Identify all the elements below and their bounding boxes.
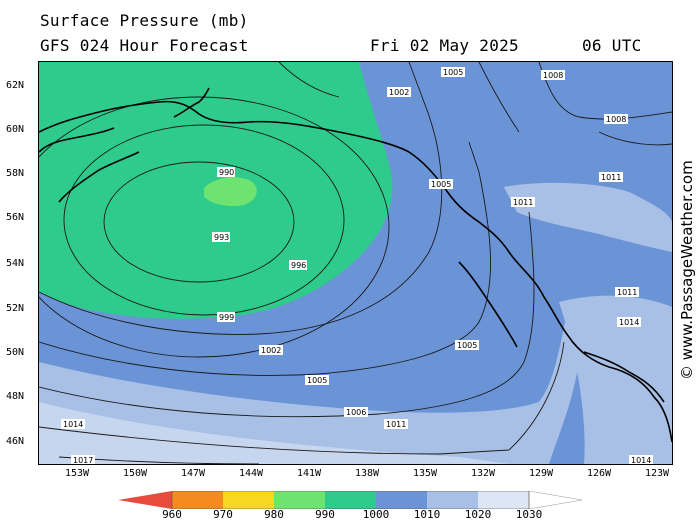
longitude-label: 126W (586, 468, 612, 479)
isobar-label: 1011 (617, 288, 637, 297)
pressure-band-1010-1020-interior (504, 182, 672, 252)
colorbar-label: 990 (315, 508, 335, 521)
forecast-time: 06 UTC (582, 36, 642, 55)
colorbar-swatch-980-990 (274, 491, 325, 509)
isobar-value-labels: 990 993 996 999 1002 1005 1006 1011 1014… (61, 67, 653, 464)
isobar-label: 1006 (346, 408, 366, 417)
isobar-label: 1014 (631, 456, 651, 464)
latitude-label: 54N (6, 258, 25, 269)
pressure-colorbar (118, 491, 582, 509)
pressure-band-980-990 (204, 177, 257, 206)
isobar-label: 1005 (431, 180, 451, 189)
pressure-band-1010-1020-east (559, 295, 672, 464)
colorbar-label: 960 (162, 508, 182, 521)
colorbar-swatch-1010-1020 (427, 491, 478, 509)
isobar-label: 1014 (63, 420, 83, 429)
isobar-label: 1011 (601, 173, 621, 182)
latitude-label: 50N (6, 347, 25, 358)
longitude-label: 123W (644, 468, 670, 479)
isobar-label: 1005 (443, 68, 463, 77)
longitude-label: 153W (64, 468, 90, 479)
colorbar-swatch-1030-plus (528, 491, 582, 509)
longitude-label: 132W (470, 468, 496, 479)
colorbar-label: 1010 (413, 508, 441, 521)
isobar-label: 1002 (389, 88, 409, 97)
latitude-label: 46N (6, 436, 25, 447)
latitude-label: 58N (6, 168, 25, 179)
isobar-label: 990 (219, 168, 234, 177)
latitude-label: 56N (6, 212, 25, 223)
pressure-band-1010-1020-south (39, 302, 584, 464)
latitude-label: 48N (6, 391, 25, 402)
forecast-date: Fri 02 May 2025 (370, 36, 519, 55)
longitude-label: 150W (122, 468, 148, 479)
isobar-label: 999 (219, 313, 234, 322)
isobar-label: 993 (214, 233, 229, 242)
colorbar-swatch-970-980 (223, 491, 274, 509)
longitude-label: 147W (180, 468, 206, 479)
colorbar-swatch-990-1000 (325, 491, 376, 509)
isobar-label: 1002 (261, 346, 281, 355)
isobar-label: 1008 (543, 71, 563, 80)
longitude-label: 135W (412, 468, 438, 479)
latitude-label: 60N (6, 124, 25, 135)
latitude-label: 62N (6, 80, 25, 91)
forecast-model-label: GFS 024 Hour Forecast (40, 36, 249, 55)
latitude-label: 52N (6, 303, 25, 314)
isobar-label: 1005 (307, 376, 327, 385)
longitude-label: 141W (296, 468, 322, 479)
longitude-label: 144W (238, 468, 264, 479)
isobar-label: 1011 (513, 198, 533, 207)
pressure-map: 990 993 996 999 1002 1005 1006 1011 1014… (38, 61, 673, 465)
colorbar-label: 1020 (464, 508, 492, 521)
isobar-label: 1014 (619, 318, 639, 327)
map-title: Surface Pressure (mb) (40, 11, 249, 30)
isobar-label: 1008 (606, 115, 626, 124)
colorbar-label: 1000 (362, 508, 390, 521)
colorbar-swatch-960 (118, 491, 172, 509)
isobar-label: 1011 (386, 420, 406, 429)
isobar-label: 1017 (73, 456, 93, 464)
pressure-band-1020-1030 (39, 402, 509, 464)
credit-watermark: © www.PassageWeather.com (678, 160, 696, 380)
colorbar-label: 980 (264, 508, 284, 521)
longitude-label: 129W (528, 468, 554, 479)
colorbar-swatch-1020-1030 (478, 491, 529, 509)
colorbar-label: 1030 (515, 508, 543, 521)
colorbar-swatch-960-970 (172, 491, 223, 509)
colorbar-swatch-1000-1010 (376, 491, 427, 509)
colorbar-label: 970 (213, 508, 233, 521)
isobar-label: 1005 (457, 341, 477, 350)
longitude-label: 138W (354, 468, 380, 479)
isobar-label: 996 (291, 261, 306, 270)
isobar-lines (39, 62, 672, 464)
